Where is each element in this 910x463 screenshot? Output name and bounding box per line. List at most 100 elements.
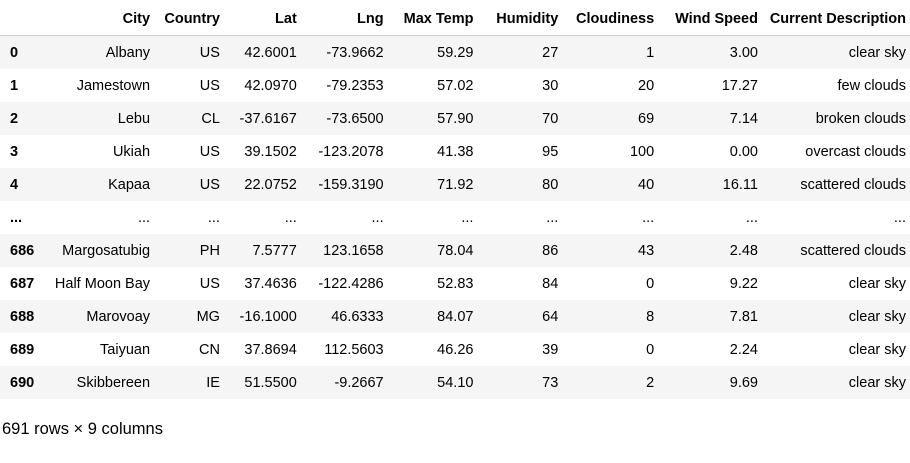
cell-city: Margosatubig: [62, 242, 151, 259]
row-index: 1: [10, 77, 19, 94]
cell-country: US: [199, 44, 220, 61]
cell-lat: 22.0752: [244, 176, 297, 193]
row-index: ...: [10, 209, 23, 226]
cell-cloudiness: 40: [638, 176, 655, 193]
cell-cloudiness: 100: [629, 143, 655, 160]
cell-lat: ...: [284, 209, 297, 226]
cell-max-temp: ...: [461, 209, 474, 226]
cell-cloudiness: 8: [646, 308, 655, 325]
row-index: 0: [10, 44, 19, 61]
cell-lng: -9.2667: [334, 374, 384, 391]
cell-city: Lebu: [117, 110, 151, 127]
cell-lng: 112.5603: [324, 341, 384, 358]
column-header-index: [0, 2, 39, 36]
cell-current-description: scattered clouds: [800, 242, 906, 259]
cell-current-description: clear sky: [848, 374, 906, 391]
cell-wind-speed: 3.00: [729, 44, 758, 61]
cell-humidity: ...: [546, 209, 559, 226]
cell-country: CL: [201, 110, 220, 127]
column-header-current-description: Current Description: [761, 2, 910, 36]
table-row: 1 Jamestown US 42.0970 -79.2353 57.02 30…: [0, 69, 910, 102]
table-row-ellipsis: ... ... ... ... ... ... ... ... ... ...: [0, 201, 910, 234]
header-row: City Country Lat Lng Max Temp Humidity C…: [0, 2, 910, 36]
cell-lat: -16.1000: [239, 308, 297, 325]
table-row: 690 Skibbereen IE 51.5500 -9.2667 54.10 …: [0, 366, 910, 399]
table-row: 689 Taiyuan CN 37.8694 112.5603 46.26 39…: [0, 333, 910, 366]
cell-country: US: [199, 275, 220, 292]
cell-humidity: 84: [542, 275, 559, 292]
cell-city: Kapaa: [108, 176, 151, 193]
cell-cloudiness: 0: [646, 341, 655, 358]
cell-current-description: overcast clouds: [805, 143, 906, 160]
cell-humidity: 27: [542, 44, 559, 61]
cell-lat: 39.1502: [244, 143, 297, 160]
cell-wind-speed: 9.22: [729, 275, 758, 292]
cell-lng: -79.2353: [326, 77, 384, 94]
cell-wind-speed: 17.27: [721, 77, 758, 94]
column-header-max-temp: Max Temp: [387, 2, 478, 36]
row-index: 4: [10, 176, 19, 193]
table-body: 0 Albany US 42.6001 -73.9662 59.29 27 1 …: [0, 35, 910, 399]
cell-city: Half Moon Bay: [54, 275, 151, 292]
cell-wind-speed: 2.24: [729, 341, 758, 358]
cell-city: Ukiah: [112, 143, 151, 160]
cell-city: ...: [137, 209, 151, 226]
row-index: 3: [10, 143, 19, 160]
cell-humidity: 64: [542, 308, 559, 325]
cell-current-description: broken clouds: [815, 110, 906, 127]
cell-lat: 42.0970: [244, 77, 297, 94]
cell-country: US: [199, 176, 220, 193]
table-row: 0 Albany US 42.6001 -73.9662 59.29 27 1 …: [0, 35, 910, 69]
cell-cloudiness: 1: [646, 44, 655, 61]
cell-humidity: 30: [542, 77, 559, 94]
cell-max-temp: 59.29: [437, 44, 474, 61]
cell-cloudiness: 43: [638, 242, 655, 259]
cell-country: ...: [207, 209, 220, 226]
cell-cloudiness: ...: [642, 209, 655, 226]
cell-wind-speed: ...: [745, 209, 758, 226]
cell-lat: -37.6167: [239, 110, 297, 127]
cell-max-temp: 84.07: [437, 308, 474, 325]
column-header-humidity: Humidity: [477, 2, 563, 36]
cell-max-temp: 52.83: [437, 275, 474, 292]
cell-wind-speed: 2.48: [729, 242, 758, 259]
dataframe-table: City Country Lat Lng Max Temp Humidity C…: [0, 2, 910, 399]
cell-city: Marovoay: [86, 308, 151, 325]
cell-humidity: 39: [542, 341, 559, 358]
table-row: 3 Ukiah US 39.1502 -123.2078 41.38 95 10…: [0, 135, 910, 168]
row-index: 689: [10, 341, 35, 358]
cell-max-temp: 54.10: [437, 374, 474, 391]
cell-lat: 37.4636: [244, 275, 297, 292]
cell-cloudiness: 69: [638, 110, 655, 127]
dataframe-shape-summary: 691 rows × 9 columns: [2, 420, 163, 438]
cell-country: IE: [206, 374, 220, 391]
cell-current-description: few clouds: [837, 77, 906, 94]
table-row: 688 Marovoay MG -16.1000 46.6333 84.07 6…: [0, 300, 910, 333]
column-header-country: Country: [154, 2, 224, 36]
cell-country: US: [199, 143, 220, 160]
cell-humidity: 70: [542, 110, 559, 127]
cell-current-description: scattered clouds: [800, 176, 906, 193]
cell-lng: ...: [371, 209, 384, 226]
cell-lng: -122.4286: [318, 275, 384, 292]
cell-country: US: [199, 77, 220, 94]
cell-lng: -73.9662: [326, 44, 384, 61]
table-row: 4 Kapaa US 22.0752 -159.3190 71.92 80 40…: [0, 168, 910, 201]
table-row: 687 Half Moon Bay US 37.4636 -122.4286 5…: [0, 267, 910, 300]
cell-lng: 46.6333: [331, 308, 384, 325]
cell-city: Albany: [105, 44, 151, 61]
cell-city: Taiyuan: [100, 341, 151, 358]
cell-city: Skibbereen: [76, 374, 151, 391]
cell-current-description: clear sky: [848, 308, 906, 325]
cell-lng: -73.6500: [326, 110, 384, 127]
cell-country: MG: [196, 308, 220, 325]
row-index: 686: [10, 242, 35, 259]
column-header-city: City: [38, 2, 155, 36]
cell-city: Jamestown: [76, 77, 151, 94]
cell-lng: -159.3190: [318, 176, 384, 193]
row-index: 2: [10, 110, 19, 127]
cell-wind-speed: 16.11: [722, 176, 758, 193]
cell-cloudiness: 20: [638, 77, 655, 94]
cell-lat: 7.5777: [252, 242, 297, 259]
